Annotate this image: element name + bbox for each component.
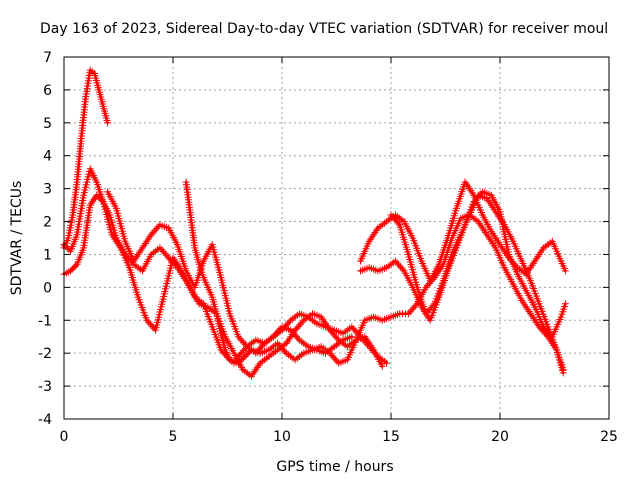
y-tick-label: 4 (43, 149, 52, 165)
x-tick-label: 20 (491, 429, 509, 445)
series-sat-e (182, 178, 391, 367)
plus-markers (60, 66, 112, 252)
series-sat-b (60, 66, 112, 252)
x-tick-label: 10 (273, 429, 291, 445)
y-tick-label: 0 (43, 280, 52, 296)
grid (64, 57, 609, 419)
series-layer (60, 66, 569, 380)
y-tick-label: 2 (43, 215, 52, 231)
y-tick-label: -2 (38, 346, 52, 362)
series-sat-h (387, 191, 567, 377)
x-tick-label: 15 (382, 429, 400, 445)
y-tick-label: 1 (43, 247, 52, 263)
series-sat-d (104, 188, 356, 357)
chart-title: Day 163 of 2023, Sidereal Day-to-day VTE… (40, 21, 608, 37)
x-tick-label: 0 (60, 429, 69, 445)
series-line (106, 190, 354, 355)
y-tick-label: -1 (38, 313, 52, 329)
plot-frame (63, 56, 610, 420)
y-tick-label: -4 (38, 412, 52, 428)
plus-markers (104, 188, 356, 357)
plus-markers (182, 178, 391, 367)
y-tick-label: -3 (38, 379, 52, 395)
y-tick-label: 3 (43, 182, 52, 198)
x-axis-label: GPS time / hours (276, 459, 393, 475)
y-tick-label: 7 (43, 50, 52, 66)
y-tick-label: 6 (43, 83, 52, 99)
y-axis-label: SDTVAR / TECUs (9, 181, 25, 296)
plus-markers (387, 191, 567, 377)
axis-ticks: 0 5 10 15 20 25 -4 -3 -2 -1 0 1 2 3 4 5 6 7 (38, 50, 618, 445)
series-line (62, 193, 565, 371)
x-tick-label: 5 (169, 429, 178, 445)
y-tick-label: 5 (43, 116, 52, 132)
x-tick-label: 25 (600, 429, 618, 445)
